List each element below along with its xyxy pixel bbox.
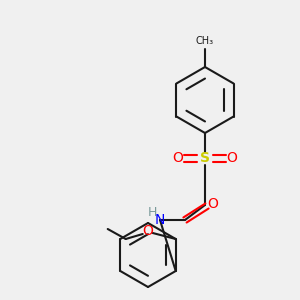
Text: S: S: [200, 151, 210, 165]
Text: CH₃: CH₃: [196, 36, 214, 46]
Text: O: O: [226, 151, 237, 165]
Text: O: O: [208, 197, 218, 211]
Text: O: O: [142, 224, 153, 238]
Text: H: H: [147, 206, 157, 218]
Text: N: N: [155, 213, 165, 227]
Text: O: O: [172, 151, 183, 165]
